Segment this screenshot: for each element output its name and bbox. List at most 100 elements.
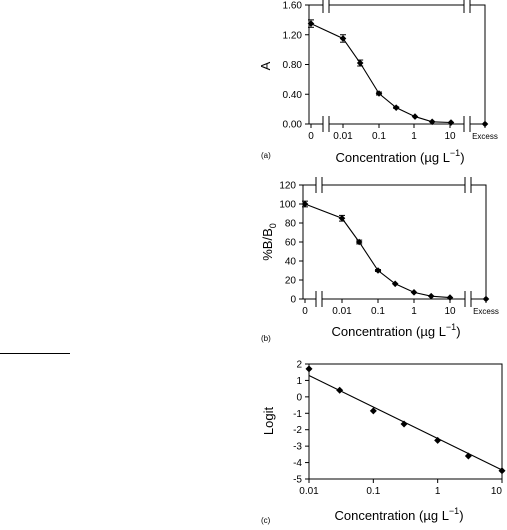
y-tick-label: -4: [293, 458, 302, 469]
y-tick-label: 100: [279, 200, 296, 211]
panel-c-x-axis-label-close: ): [459, 508, 463, 523]
panel-a-x-axis-label-unit: µg L: [424, 150, 450, 165]
data-point: [498, 467, 506, 475]
panel-c-x-ticks: 0.01 0.1 1 10: [299, 479, 503, 497]
x-tick-label: 0.01: [333, 131, 353, 142]
panel-a-x-axis-label: Concentration (µg L−1): [335, 148, 464, 165]
data-point: [428, 118, 436, 126]
data-point: [411, 113, 419, 120]
data-point: [410, 289, 418, 296]
x-tick-label: 1: [435, 486, 441, 497]
panel-c-x-axis-label: Concentration (µg L−1): [334, 506, 463, 523]
panel-b-y-ticks: 0 20 40 60 80 100 120: [279, 181, 303, 306]
axis-break-gap: [323, 116, 329, 132]
x-tick-label: 0.01: [332, 306, 352, 317]
axis-break-gap: [316, 177, 322, 193]
y-tick-label: 1: [296, 376, 302, 387]
y-tick-label: -3: [293, 442, 302, 453]
axis-break-gap: [316, 291, 322, 307]
panel-b-label: (b): [261, 334, 271, 343]
panel-a-x-axis-label-text: Concentration (: [335, 150, 425, 165]
panel-a-y-ticks: 0.00 0.40 0.80 1.20 1.60: [283, 1, 309, 131]
excess-point: [481, 120, 489, 128]
data-point: [356, 59, 364, 67]
x-tick-label: 0: [302, 306, 308, 317]
panel-b-y-axis-label-main: %B/B: [260, 228, 275, 261]
panel-b-x-ticks: 0 0.01 0.1 1 10 Excess: [302, 299, 499, 317]
x-tick-label: 0.1: [366, 486, 380, 497]
panel-c-points: [305, 365, 506, 475]
data-point: [307, 20, 315, 27]
y-tick-label: 0.40: [283, 90, 303, 101]
data-point: [391, 280, 399, 288]
panel-a-label: (a): [261, 151, 271, 160]
panel-a-axis-breaks: [322, 0, 471, 132]
panel-c: -5 -4 -3 -2 -1 0 1 2 0.01 0.1 1 10 Logit Concentra…: [261, 360, 506, 525]
axis-break-gap: [464, 116, 470, 132]
data-point: [339, 35, 347, 42]
y-tick-label: 0: [296, 392, 302, 403]
axis-break-gap: [323, 0, 329, 13]
panel-b-y-axis-label-sub: 0: [268, 223, 278, 228]
y-tick-label: 0.80: [283, 60, 303, 71]
x-tick-label: 10: [444, 306, 456, 317]
y-tick-label: -1: [293, 409, 302, 420]
y-tick-label: 80: [285, 219, 297, 230]
data-point: [338, 214, 346, 222]
data-point: [305, 365, 313, 373]
panel-c-x-axis-label-unit: µg L: [423, 508, 449, 523]
excess-point: [482, 295, 490, 303]
panel-b-y-axis-label: %B/B0: [260, 223, 278, 261]
panel-c-plot-frame: [308, 363, 503, 480]
data-point: [446, 294, 454, 301]
y-tick-label: 20: [285, 276, 297, 287]
x-tick-label: 10: [444, 131, 456, 142]
x-tick-label: 1: [411, 131, 417, 142]
panel-c-y-axis-label: Logit: [261, 407, 276, 436]
x-tick-label: 0.1: [372, 131, 386, 142]
panel-b: 0 20 40 60 80 100 120 0 0.01 0.1 1 10 Excess %B/B 0 …: [260, 177, 499, 343]
panel-a-x-axis-label-exponent: −1: [450, 148, 460, 158]
panel-b-x-axis-label-text: Concentration (: [331, 324, 421, 339]
panel-a-y-axis-label: A: [258, 61, 273, 70]
y-tick-label: 2: [296, 360, 302, 371]
data-point: [375, 90, 383, 97]
x-tick-label: 1: [411, 306, 417, 317]
y-tick-label: -2: [293, 425, 302, 436]
x-tick-label: Excess: [472, 132, 498, 141]
x-tick-label: 10: [491, 486, 503, 497]
x-tick-label: 0.1: [371, 306, 385, 317]
panel-a-x-axis-label-close: ): [460, 150, 464, 165]
y-tick-label: 1.60: [283, 1, 303, 12]
y-tick-label: 1.20: [283, 30, 303, 41]
panel-c-x-axis-label-exponent: −1: [449, 506, 459, 516]
panel-b-x-axis-label: Concentration (µg L−1): [331, 322, 460, 339]
data-point: [301, 200, 309, 208]
divider-rule: [0, 353, 70, 354]
panel-a-curve: [310, 23, 452, 124]
panel-c-label: (c): [261, 516, 271, 525]
panel-c-x-axis-label-text: Concentration (: [334, 508, 424, 523]
panel-b-points: [301, 200, 490, 303]
x-tick-label: 0.01: [299, 486, 319, 497]
data-point: [336, 386, 344, 394]
axis-break-gap: [465, 177, 471, 193]
y-tick-label: 0.00: [283, 120, 303, 131]
data-point: [427, 292, 435, 300]
y-tick-label: 0: [290, 295, 296, 306]
data-point: [355, 238, 363, 246]
panel-b-x-axis-label-close: ): [456, 324, 460, 339]
axis-break-gap: [465, 291, 471, 307]
axis-break-gap: [464, 0, 470, 13]
panel-b-x-axis-label-unit: µg L: [420, 324, 446, 339]
data-point: [434, 436, 442, 444]
panel-b-x-axis-label-exponent: −1: [446, 322, 456, 332]
data-point: [369, 407, 377, 415]
panel-b-curve: [304, 203, 451, 299]
data-point: [447, 119, 455, 126]
data-point: [374, 267, 382, 274]
x-tick-label: 0: [308, 131, 314, 142]
y-tick-label: 120: [279, 181, 296, 192]
panel-c-y-ticks: -5 -4 -3 -2 -1 0 1 2: [293, 360, 309, 486]
y-tick-label: 40: [285, 257, 297, 268]
